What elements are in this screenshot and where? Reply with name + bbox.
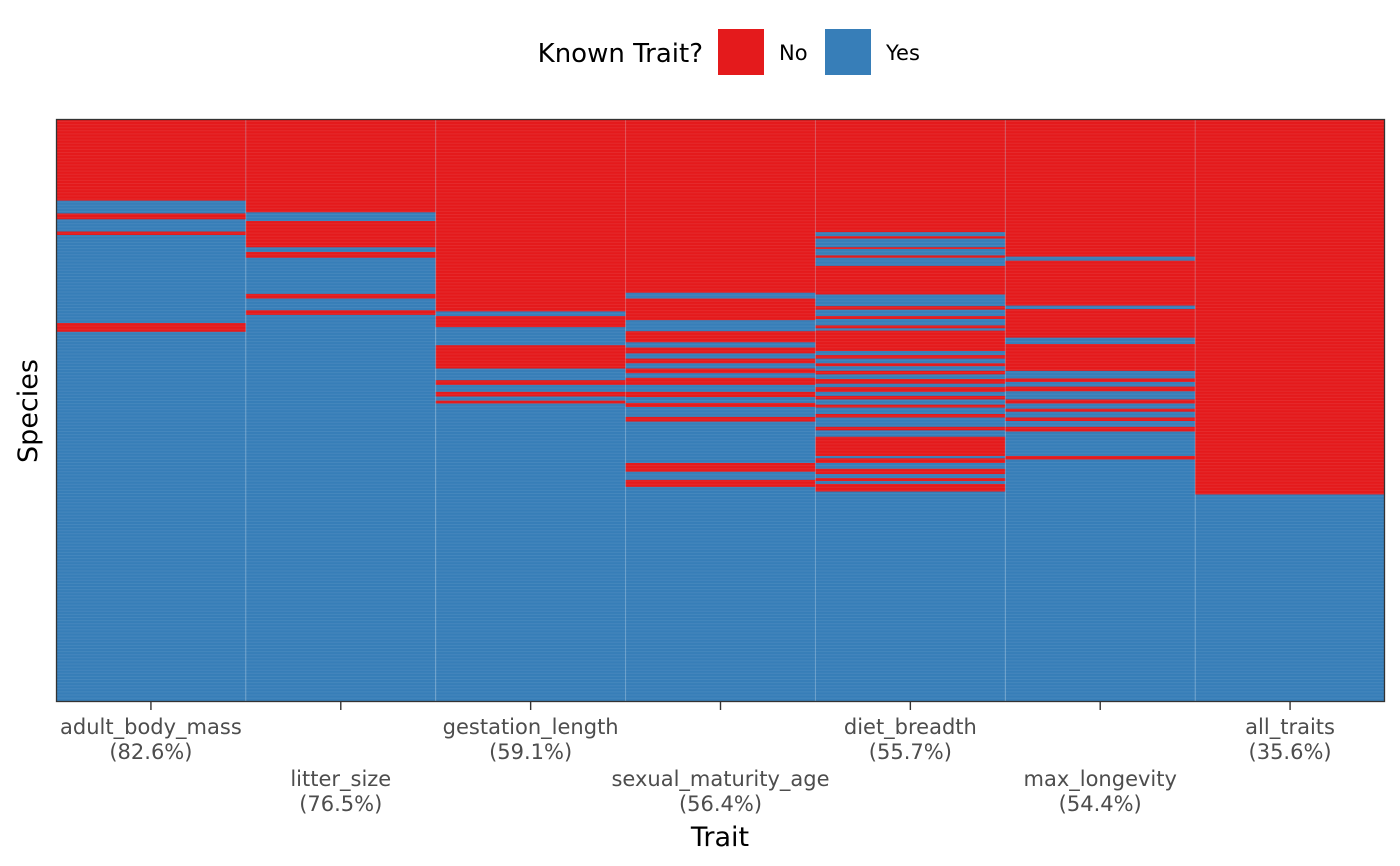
missing-band-gestation_length-2 — [435, 345, 626, 369]
missing-band-litter_size-2 — [245, 251, 436, 258]
x-tick-label-sexual_maturity_age: sexual_maturity_age — [611, 767, 829, 792]
missing-band-all_traits-0 — [1195, 119, 1385, 495]
trait-column-litter_size — [245, 119, 436, 702]
missing-band-diet_breadth-13 — [815, 387, 1006, 392]
missing-band-diet_breadth-20 — [815, 468, 1006, 475]
missing-band-diet_breadth-6 — [815, 316, 1006, 319]
x-tick-percent-litter_size: (76.5%) — [299, 792, 382, 816]
missing-band-diet_breadth-8 — [815, 330, 1006, 352]
missing-band-sexual_maturity_age-2 — [625, 331, 816, 343]
x-tick-label-adult_body_mass: adult_body_mass — [60, 715, 242, 740]
missing-band-max_longevity-9 — [1005, 426, 1196, 432]
missing-band-gestation_length-5 — [435, 400, 626, 404]
trait-column-sexual_maturity_age — [625, 119, 816, 702]
missing-band-diet_breadth-16 — [815, 413, 1006, 418]
trait-column-gestation_length — [435, 119, 626, 702]
missing-band-adult_body_mass-2 — [56, 231, 246, 236]
x-tick-label-max_longevity: max_longevity — [1024, 767, 1177, 792]
missing-band-diet_breadth-12 — [815, 379, 1006, 384]
missing-band-sexual_maturity_age-7 — [625, 391, 816, 398]
missing-band-max_longevity-5 — [1005, 386, 1196, 392]
missing-band-diet_breadth-15 — [815, 404, 1006, 408]
trait-column-adult_body_mass — [56, 119, 246, 702]
trait-column-all_traits — [1195, 119, 1385, 702]
missing-band-sexual_maturity_age-1 — [625, 298, 816, 321]
x-tick-label-all_traits: all_traits — [1245, 715, 1335, 740]
legend: Known Trait? No Yes — [538, 29, 920, 75]
trait-column-diet_breadth — [815, 119, 1006, 702]
missing-band-sexual_maturity_age-9 — [625, 416, 816, 422]
x-tick-percent-gestation_length: (59.1%) — [489, 740, 572, 764]
missing-band-gestation_length-1 — [435, 316, 626, 328]
species-row-lines — [56, 121, 1385, 702]
legend-key-yes — [825, 29, 871, 75]
missing-band-max_longevity-1 — [1005, 260, 1196, 306]
missing-band-sexual_maturity_age-11 — [625, 479, 816, 487]
missing-band-litter_size-4 — [245, 310, 436, 315]
missing-band-diet_breadth-17 — [815, 426, 1006, 431]
missing-band-max_longevity-4 — [1005, 378, 1196, 382]
column-dividers — [245, 119, 1196, 702]
missing-band-sexual_maturity_age-10 — [625, 462, 816, 472]
missing-band-diet_breadth-9 — [815, 355, 1006, 359]
missing-band-max_longevity-3 — [1005, 344, 1196, 371]
trait-column-max_longevity — [1005, 119, 1196, 702]
missing-band-gestation_length-4 — [435, 391, 626, 397]
missing-band-diet_breadth-7 — [815, 325, 1006, 329]
missing-band-diet_breadth-18 — [815, 436, 1006, 456]
missing-band-sexual_maturity_age-4 — [625, 358, 816, 364]
x-tick-percent-sexual_maturity_age: (56.4%) — [679, 792, 762, 816]
x-axis-title: Trait — [690, 822, 749, 853]
missing-band-diet_breadth-22 — [815, 483, 1006, 492]
missing-band-adult_body_mass-3 — [56, 323, 246, 332]
missing-band-diet_breadth-14 — [815, 395, 1006, 400]
missing-band-adult_body_mass-0 — [56, 119, 246, 201]
x-tick-percent-diet_breadth: (55.7%) — [869, 740, 952, 764]
missing-band-diet_breadth-4 — [815, 265, 1006, 295]
missing-band-litter_size-3 — [245, 293, 436, 299]
missing-band-max_longevity-6 — [1005, 399, 1196, 404]
panel-border — [55, 118, 1386, 703]
missing-band-diet_breadth-2 — [815, 247, 1006, 250]
missing-band-max_longevity-7 — [1005, 408, 1196, 412]
missing-band-gestation_length-0 — [435, 119, 626, 312]
missing-band-diet_breadth-10 — [815, 363, 1006, 367]
missing-band-max_longevity-0 — [1005, 119, 1196, 257]
legend-title: Known Trait? — [538, 39, 703, 69]
x-tick-label-diet_breadth: diet_breadth — [844, 715, 977, 740]
missing-band-diet_breadth-1 — [815, 236, 1006, 239]
missing-band-diet_breadth-0 — [815, 119, 1006, 233]
missing-band-diet_breadth-19 — [815, 458, 1006, 463]
missing-band-litter_size-0 — [245, 119, 436, 213]
legend-label-no: No — [779, 41, 808, 65]
missing-band-sexual_maturity_age-5 — [625, 368, 816, 374]
x-axis-ticks: adult_body_mass(82.6%) litter_size(76.5%)… — [60, 702, 1335, 816]
missing-band-gestation_length-3 — [435, 380, 626, 385]
missing-band-diet_breadth-5 — [815, 306, 1006, 310]
legend-key-no — [718, 29, 764, 75]
x-tick-percent-all_traits: (35.6%) — [1249, 740, 1332, 764]
missing-band-diet_breadth-3 — [815, 255, 1006, 258]
row-texture — [56, 121, 1385, 702]
missing-band-litter_size-1 — [245, 221, 436, 248]
missing-band-diet_breadth-21 — [815, 478, 1006, 482]
missing-band-max_longevity-8 — [1005, 417, 1196, 421]
x-tick-percent-max_longevity: (54.4%) — [1059, 792, 1142, 816]
missing-band-diet_breadth-11 — [815, 370, 1006, 375]
missing-band-max_longevity-2 — [1005, 309, 1196, 338]
y-axis-title: Species — [13, 359, 44, 463]
missing-band-sexual_maturity_age-3 — [625, 347, 816, 354]
x-tick-label-litter_size: litter_size — [290, 767, 391, 792]
known-cells-litter_size — [245, 119, 436, 702]
x-tick-percent-adult_body_mass: (82.6%) — [109, 740, 192, 764]
legend-label-yes: Yes — [885, 41, 920, 65]
missing-band-sexual_maturity_age-6 — [625, 377, 816, 385]
missing-band-max_longevity-10 — [1005, 455, 1196, 460]
missing-band-adult_body_mass-1 — [56, 213, 246, 220]
missing-band-sexual_maturity_age-0 — [625, 119, 816, 293]
missing-band-sexual_maturity_age-8 — [625, 402, 816, 408]
x-tick-label-gestation_length: gestation_length — [443, 715, 619, 740]
heatmap-cells — [56, 119, 1385, 702]
